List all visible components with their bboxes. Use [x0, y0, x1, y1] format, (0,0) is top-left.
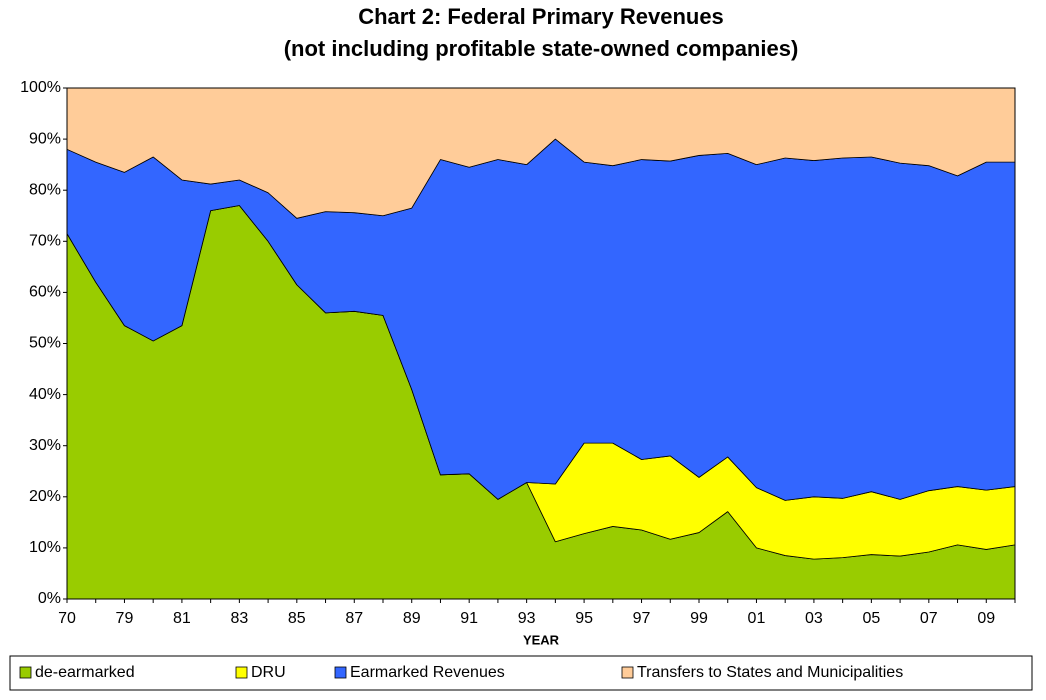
x-tick-label: 93 — [518, 610, 536, 627]
y-tick-label: 40% — [29, 386, 61, 403]
x-tick-label: 95 — [575, 610, 593, 627]
x-tick-label: 99 — [690, 610, 708, 627]
x-tick-label: 89 — [403, 610, 421, 627]
x-tick-label: 81 — [173, 610, 191, 627]
x-tick-label: 09 — [977, 610, 995, 627]
y-tick-label: 50% — [29, 335, 61, 352]
x-tick-label: 07 — [920, 610, 938, 627]
x-tick-label: 03 — [805, 610, 823, 627]
legend-swatch — [334, 666, 347, 679]
y-tick-label: 60% — [29, 284, 61, 301]
y-tick-label: 20% — [29, 488, 61, 505]
y-tick-label: 0% — [38, 590, 61, 607]
y-tick-label: 10% — [29, 539, 61, 556]
chart-subtitle: (not including profitable state-owned co… — [284, 36, 799, 61]
x-tick-label: 05 — [862, 610, 880, 627]
x-tick-label: 01 — [748, 610, 766, 627]
legend-swatch — [235, 666, 248, 679]
x-tick-label: 79 — [116, 610, 134, 627]
chart-title: Chart 2: Federal Primary Revenues — [358, 4, 724, 29]
x-tick-label: 83 — [230, 610, 248, 627]
y-tick-label: 70% — [29, 233, 61, 250]
legend-swatch — [19, 666, 32, 679]
legend-label: DRU — [251, 664, 286, 681]
legend-box — [9, 655, 1033, 691]
x-tick-label: 70 — [58, 610, 76, 627]
legend-label: Transfers to States and Municipalities — [637, 664, 903, 681]
legend-swatch — [621, 666, 634, 679]
y-tick-label: 30% — [29, 437, 61, 454]
x-tick-label: 85 — [288, 610, 306, 627]
x-axis-label: YEAR — [523, 632, 560, 647]
x-tick-label: 87 — [345, 610, 363, 627]
x-tick-label: 97 — [633, 610, 651, 627]
legend-label: de-earmarked — [35, 664, 135, 681]
legend-label: Earmarked Revenues — [350, 664, 505, 681]
y-tick-label: 100% — [20, 79, 61, 96]
x-tick-label: 91 — [460, 610, 478, 627]
y-tick-label: 90% — [29, 130, 61, 147]
y-tick-label: 80% — [29, 181, 61, 198]
